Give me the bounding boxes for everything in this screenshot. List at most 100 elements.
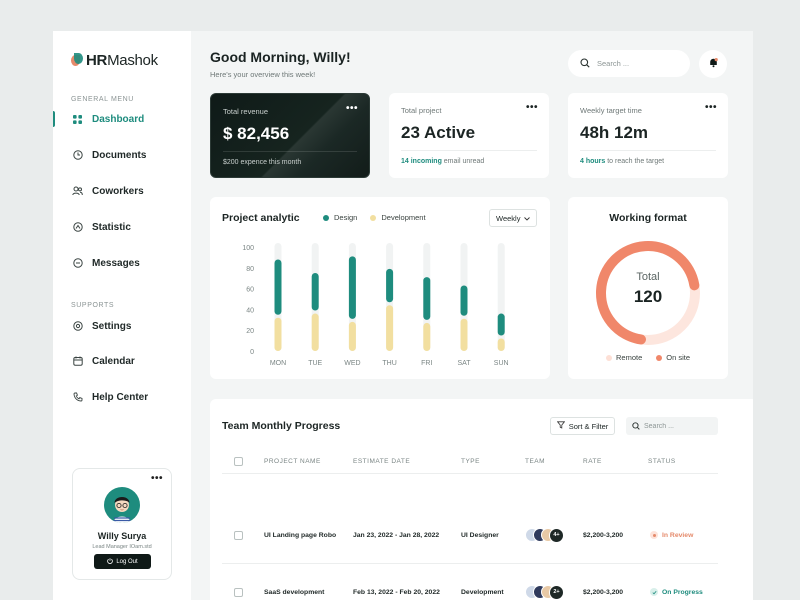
project-analytic-card: Project analytic Design Development Week…	[210, 197, 550, 379]
design-bar	[460, 285, 468, 316]
select-all-checkbox[interactable]	[234, 450, 243, 473]
target-value: 48h 12m	[580, 123, 649, 142]
development-bar	[348, 321, 356, 351]
status-text: On Progress	[662, 588, 703, 596]
column-status[interactable]: STATUS	[648, 458, 676, 465]
development-bar	[274, 317, 282, 351]
design-bar	[311, 273, 319, 311]
users-icon	[72, 186, 83, 197]
row-team-avatars[interactable]: 4+	[525, 507, 564, 563]
period-select[interactable]: Weekly	[489, 209, 537, 227]
logo[interactable]: HR Mashok	[71, 49, 158, 71]
y-tick-label: 0	[250, 349, 254, 356]
project-label: Total project	[401, 106, 442, 115]
in-review-icon	[650, 531, 658, 539]
phone-icon	[72, 392, 83, 403]
x-tick-label: FRI	[421, 360, 432, 367]
row-status: On Progress	[650, 564, 703, 600]
sidebar-item-documents[interactable]: Documents	[53, 144, 191, 166]
sidebar-item-label: Dashboard	[92, 113, 145, 125]
period-select-value: Weekly	[496, 213, 521, 223]
logout-button[interactable]: Log Out	[94, 554, 151, 569]
y-tick-label: 100	[242, 245, 254, 252]
revenue-more-button[interactable]: •••	[345, 103, 358, 114]
revenue-label: Total revenue	[223, 107, 269, 116]
row-checkbox[interactable]	[234, 507, 243, 563]
development-legend-dot	[370, 214, 377, 221]
logo-hr-text: HR	[86, 51, 108, 69]
supports-heading: SUPPORTS	[71, 302, 115, 309]
sort-filter-button[interactable]: Sort & Filter	[550, 417, 615, 435]
row-project-name: SaaS development	[264, 588, 325, 596]
sidebar-item-label: Documents	[92, 149, 147, 161]
sidebar-item-dashboard[interactable]: Dashboard	[53, 108, 191, 130]
column-rate[interactable]: RATE	[583, 458, 602, 465]
column-estimate-date[interactable]: ESTIMATE DATE	[353, 458, 411, 465]
sidebar-item-settings[interactable]: Settings	[53, 315, 191, 337]
row-project-name: UI Landing page Robo	[264, 531, 337, 539]
legend-development: Development	[381, 213, 426, 222]
sidebar-item-calendar[interactable]: Calendar	[53, 350, 191, 372]
design-bar	[274, 259, 282, 315]
column-team[interactable]: TEAM	[525, 458, 546, 465]
project-more-button[interactable]: •••	[525, 102, 538, 113]
sidebar-item-statistic[interactable]: Statistic	[53, 216, 191, 238]
search-icon	[632, 417, 640, 435]
row-rate: $2,200-3,200	[583, 531, 624, 539]
x-tick-label: MON	[270, 360, 286, 367]
revenue-value: $ 82,456	[223, 124, 290, 143]
sidebar-item-messages[interactable]: Messages	[53, 252, 191, 274]
working-format-donut: Total 120	[596, 241, 700, 345]
table-search-input[interactable]	[644, 422, 704, 430]
sidebar-item-label: Coworkers	[92, 185, 144, 197]
target-label: Weekly target time	[580, 106, 642, 115]
filter-icon	[556, 421, 565, 431]
top-search-box[interactable]	[568, 50, 690, 77]
weekly-target-card: Weekly target time 48h 12m 4 hours to re…	[568, 93, 728, 178]
design-bar	[386, 268, 394, 303]
table-row[interactable]: UI Landing page Robo Jan 23, 2022 - Jan …	[222, 507, 718, 564]
row-team-avatars[interactable]: 2+	[525, 564, 564, 600]
table-search-box[interactable]	[626, 417, 718, 435]
search-input[interactable]	[597, 59, 677, 68]
design-bar	[497, 313, 505, 336]
bell-icon	[708, 55, 719, 73]
development-bar	[460, 318, 468, 351]
row-type: UI Designer	[461, 531, 499, 539]
sidebar-item-help-center[interactable]: Help Center	[53, 386, 191, 408]
row-checkbox[interactable]	[234, 564, 243, 600]
x-tick-label: TUE	[308, 360, 322, 367]
notification-button[interactable]	[699, 50, 727, 78]
y-tick-label: 40	[246, 307, 254, 314]
greeting-subtitle: Here's your overview this week!	[210, 70, 316, 79]
donut-center-value: 120	[634, 287, 662, 306]
format-legend: Remote On site	[568, 353, 728, 362]
project-value: 23 Active	[401, 123, 476, 142]
total-project-card: Total project 23 Active 14 incoming emai…	[389, 93, 549, 178]
project-foot-text: email unread	[441, 158, 485, 165]
message-icon	[72, 258, 83, 269]
total-revenue-card: Total revenue $ 82,456 $200 expence this…	[210, 93, 370, 178]
divider	[580, 150, 716, 151]
table-row[interactable]: SaaS development Feb 13, 2022 - Feb 20, …	[222, 564, 718, 600]
team-more-count: 2+	[549, 584, 564, 600]
row-estimate-date: Feb 13, 2022 - Feb 20, 2022	[353, 588, 440, 596]
calendar-icon	[72, 356, 83, 367]
legend-onsite-label: On site	[666, 353, 691, 362]
column-project-name[interactable]: PROJECT NAME	[264, 458, 321, 465]
user-menu-button[interactable]: •••	[150, 473, 163, 484]
donut-center-label: Total	[636, 271, 659, 283]
project-foot: 14 incoming email unread	[401, 158, 484, 165]
revenue-foot: $200 expence this month	[223, 159, 302, 166]
logo-mark-icon	[71, 53, 85, 67]
sidebar-item-coworkers[interactable]: Coworkers	[53, 180, 191, 202]
sidebar-item-label: Calendar	[92, 355, 135, 367]
column-type[interactable]: TYPE	[461, 458, 480, 465]
dashboard-app: HR Mashok GENERAL MENU Dashboard Document…	[53, 31, 753, 600]
status-text: In Review	[662, 531, 694, 539]
target-more-button[interactable]: •••	[704, 102, 717, 113]
logo-rest-text: Mashok	[107, 51, 158, 69]
legend-onsite: On site	[656, 353, 690, 362]
row-status: In Review	[650, 507, 693, 563]
x-tick-label: WED	[344, 360, 360, 367]
